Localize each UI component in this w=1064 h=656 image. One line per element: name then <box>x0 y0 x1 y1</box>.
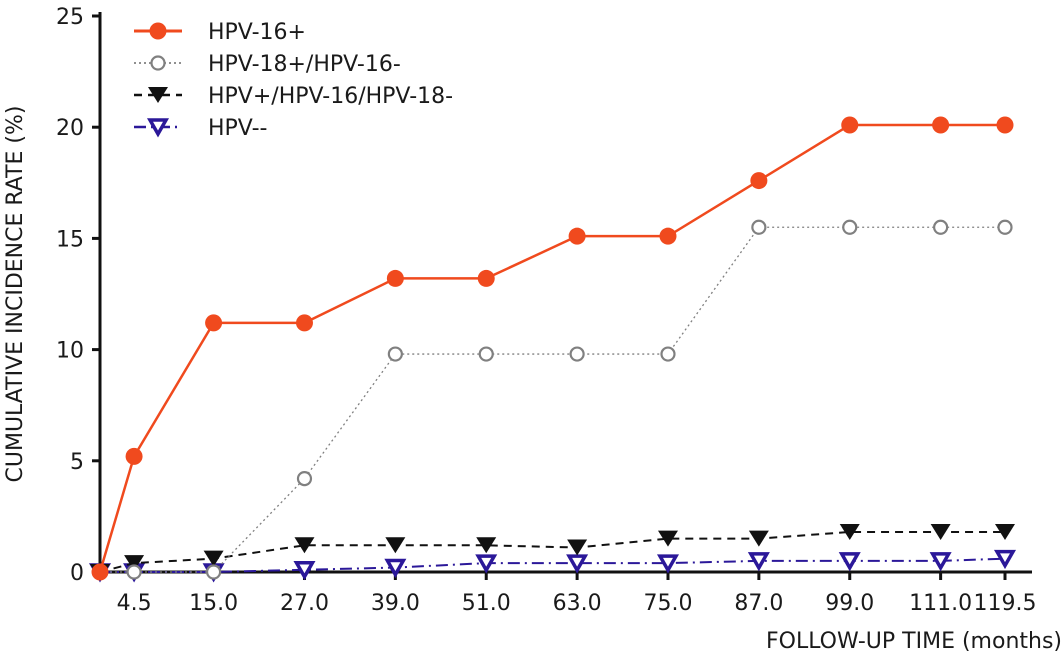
data-point <box>294 537 315 554</box>
legend-item: HPV-18+/HPV-16- <box>134 52 401 77</box>
legend-label: HPV-- <box>208 116 267 141</box>
series-line <box>100 557 1006 573</box>
y-axis-label: CUMULATIVE INCIDENCE RATE (%) <box>3 105 28 482</box>
data-point <box>656 554 680 574</box>
data-point <box>125 447 143 465</box>
data-point <box>747 552 770 572</box>
data-point <box>387 346 403 362</box>
data-point <box>995 523 1015 540</box>
y-tick-label: 0 <box>70 561 84 586</box>
data-point <box>993 549 1017 570</box>
series-line <box>100 226 1005 573</box>
series-line <box>99 530 1005 573</box>
data-point <box>475 554 498 574</box>
legend-marker <box>149 22 167 40</box>
x-tick-label: 63.0 <box>553 591 602 616</box>
data-point <box>659 227 677 245</box>
legend-item: HPV-- <box>134 116 267 141</box>
data-point <box>203 550 224 567</box>
data-point <box>933 219 949 235</box>
data-point <box>996 116 1014 134</box>
legend-marker <box>146 118 170 138</box>
data-point <box>660 346 676 362</box>
legend-label: HPV-16+ <box>208 20 306 45</box>
data-point <box>838 552 861 572</box>
data-point <box>567 539 588 556</box>
x-tick-label: 111.0 <box>909 591 972 616</box>
legend-label: HPV-18+/HPV-16- <box>208 52 401 77</box>
data-point <box>385 537 406 554</box>
series-layer <box>88 116 1017 583</box>
x-tick-label: 39.0 <box>371 591 420 616</box>
y-tick-label: 15 <box>56 227 84 252</box>
data-point <box>750 172 768 190</box>
data-point <box>205 314 223 332</box>
data-point <box>296 470 313 487</box>
x-tick-label: 99.0 <box>825 591 874 616</box>
data-point <box>568 227 586 245</box>
data-point <box>478 346 494 362</box>
series-hpv-16- <box>91 116 1014 581</box>
data-point <box>932 116 950 134</box>
data-point <box>295 314 313 332</box>
data-point <box>569 346 585 362</box>
series-hpv-18-hpv-16- <box>92 219 1013 580</box>
data-point <box>841 116 859 134</box>
data-point <box>477 269 495 287</box>
y-tick-label: 20 <box>56 116 84 141</box>
data-point <box>748 530 769 547</box>
legend-item: HPV-16+ <box>134 20 306 45</box>
legend-label: HPV+/HPV-16/HPV-18- <box>208 84 453 109</box>
x-tick-label: 51.0 <box>462 591 511 616</box>
data-point <box>839 523 860 540</box>
legend: HPV-16+ HPV-18+/HPV-16- HPV+/HPV-16/HPV-18… <box>134 20 453 141</box>
data-point <box>91 563 109 581</box>
y-tick-label: 10 <box>56 339 84 364</box>
x-tick-label: 75.0 <box>643 591 692 616</box>
data-point <box>566 554 589 574</box>
legend-marker <box>150 55 166 71</box>
axes: 0 5 10 15 20 25 4.5 15.0 27.0 39.0 51.0 63.0 75.0 87.… <box>56 5 1036 616</box>
x-tick-label: 27.0 <box>280 591 329 616</box>
x-tick-label: 15.0 <box>189 591 238 616</box>
y-tick-label: 5 <box>70 450 84 475</box>
data-point <box>386 269 404 287</box>
series-line <box>98 123 1005 573</box>
data-point <box>476 537 497 554</box>
data-point <box>657 530 678 547</box>
data-point <box>293 561 316 581</box>
data-point <box>751 219 767 235</box>
data-point <box>929 552 952 572</box>
data-point <box>842 219 858 235</box>
data-point <box>205 564 222 580</box>
series-hpv-hpv-16-hpv-18- <box>90 523 1015 580</box>
x-tick-label: 87.0 <box>734 591 783 616</box>
data-point <box>997 219 1013 235</box>
legend-item: HPV+/HPV-16/HPV-18- <box>134 84 453 109</box>
data-point <box>126 564 142 580</box>
data-point <box>124 555 145 572</box>
x-axis-label: FOLLOW-UP TIME (months) <box>766 629 1062 654</box>
x-tick-label: 119.5 <box>974 591 1037 616</box>
y-tick-label: 25 <box>56 5 84 30</box>
data-point <box>384 558 407 579</box>
legend-marker <box>148 87 168 103</box>
data-point <box>930 523 951 540</box>
x-tick-label: 4.5 <box>117 591 152 616</box>
